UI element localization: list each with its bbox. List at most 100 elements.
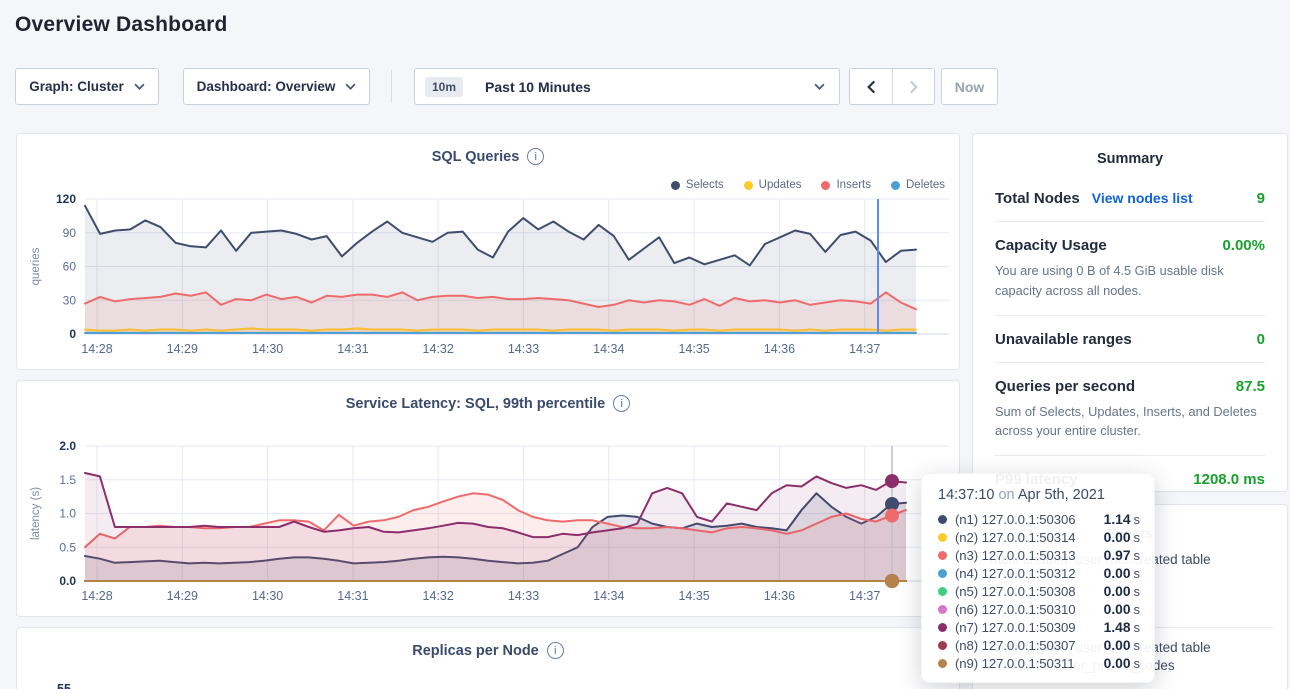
node-color-dot xyxy=(938,586,947,596)
node-latency-value: 1.14 xyxy=(1103,511,1131,527)
svg-text:14:34: 14:34 xyxy=(593,589,624,603)
node-color-dot xyxy=(938,640,947,650)
latency-unit: s xyxy=(1133,511,1141,527)
tooltip-node-row: (n6) 127.0.0.1:50310 0.00 s xyxy=(938,600,1140,618)
legend-label: Inserts xyxy=(836,179,871,191)
svg-text:14:33: 14:33 xyxy=(508,589,539,603)
summary-row: Total Nodes View nodes list 9 xyxy=(995,175,1265,221)
chevron-right-icon xyxy=(909,80,918,93)
chevron-down-icon xyxy=(134,83,145,90)
dashboard-label: Dashboard: Overview xyxy=(196,79,336,94)
chevron-down-icon xyxy=(814,83,825,90)
node-color-dot xyxy=(938,550,947,560)
graph-scope-dropdown[interactable]: Graph: Cluster xyxy=(15,68,159,105)
legend-item-inserts[interactable]: Inserts xyxy=(821,179,871,191)
summary-metric-label: Unavailable ranges xyxy=(995,330,1132,348)
info-icon[interactable]: i xyxy=(613,395,631,412)
summary-metric-value: 1208.0 ms xyxy=(1193,471,1265,489)
node-color-dot xyxy=(938,568,947,578)
svg-text:0.0: 0.0 xyxy=(59,574,76,588)
replicas-ytick-fragment: 55 xyxy=(57,682,71,689)
latency-unit: s xyxy=(1133,619,1141,635)
chevron-left-icon xyxy=(866,80,875,93)
node-latency-value: 0.00 xyxy=(1103,529,1131,545)
svg-text:120: 120 xyxy=(56,192,76,206)
chart-tooltip: 14:37:10 on Apr 5th, 2021 (n1) 127.0.0.1… xyxy=(921,473,1155,683)
legend-item-selects[interactable]: Selects xyxy=(670,179,724,191)
info-icon[interactable]: i xyxy=(527,148,545,165)
summary-row: Queries per second 87.5 Sum of Selects, Up… xyxy=(995,361,1265,456)
svg-text:14:37: 14:37 xyxy=(849,342,880,356)
legend-item-deletes[interactable]: Deletes xyxy=(891,179,945,191)
latency-unit: s xyxy=(1133,637,1141,653)
now-button[interactable]: Now xyxy=(941,68,998,105)
dashboard-dropdown[interactable]: Dashboard: Overview xyxy=(183,68,370,105)
svg-text:14:36: 14:36 xyxy=(764,589,795,603)
time-step-buttons xyxy=(849,68,935,105)
page-title: Overview Dashboard xyxy=(15,13,228,36)
legend-label: Updates xyxy=(758,179,802,191)
svg-text:14:37: 14:37 xyxy=(849,589,880,603)
summary-metric-description: Sum of Selects, Updates, Inserts, and De… xyxy=(995,403,1257,439)
svg-text:14:36: 14:36 xyxy=(764,342,795,356)
summary-metric-label: Capacity Usage xyxy=(995,237,1107,254)
legend-item-updates[interactable]: Updates xyxy=(743,179,802,191)
time-range-label: Past 10 Minutes xyxy=(485,78,591,95)
svg-text:14:28: 14:28 xyxy=(81,342,112,356)
node-color-dot xyxy=(938,514,947,524)
service-latency-chart[interactable]: 14:28 14:29 14:30 14:31 14:32 14:33 14:34 14:35… xyxy=(17,381,961,618)
svg-text:queries: queries xyxy=(30,247,42,285)
summary-metric-value: 0 xyxy=(1256,330,1265,348)
node-latency-value: 1.48 xyxy=(1103,619,1131,635)
tooltip-node-row: (n2) 127.0.0.1:50314 0.00 s xyxy=(938,528,1140,546)
sql-queries-legend: Selects Updates Inserts Deletes xyxy=(670,179,945,191)
summary-metric-description: You are using 0 B of 4.5 GiB usable disk… xyxy=(995,263,1224,298)
tooltip-node-rows: (n1) 127.0.0.1:50306 1.14 s (n2) 127.0.0.1:… xyxy=(938,510,1140,672)
svg-text:14:35: 14:35 xyxy=(678,342,709,356)
tooltip-node-row: (n7) 127.0.0.1:50309 1.48 s xyxy=(938,618,1140,636)
sql-queries-chart[interactable]: 14:28 14:29 14:30 14:31 14:32 14:33 14:34 14:35… xyxy=(17,134,961,371)
latency-unit: s xyxy=(1133,583,1141,599)
svg-text:1.0: 1.0 xyxy=(59,507,76,521)
time-range-dropdown[interactable]: 10m Past 10 Minutes xyxy=(414,68,840,105)
svg-text:14:29: 14:29 xyxy=(167,342,198,356)
svg-text:30: 30 xyxy=(63,293,77,307)
legend-dot xyxy=(821,180,831,190)
tooltip-node-row: (n9) 127.0.0.1:50311 0.00 s xyxy=(938,654,1140,672)
node-latency-value: 0.00 xyxy=(1103,637,1131,653)
replicas-per-node-title: Replicas per Node i xyxy=(17,642,959,659)
tooltip-node-row: (n1) 127.0.0.1:50306 1.14 s xyxy=(938,510,1140,528)
svg-text:14:29: 14:29 xyxy=(167,589,198,603)
time-back-button[interactable] xyxy=(850,69,892,104)
view-nodes-list-link[interactable]: View nodes list xyxy=(1091,190,1193,206)
tooltip-node-row: (n8) 127.0.0.1:50307 0.00 s xyxy=(938,636,1140,654)
node-address: (n6) 127.0.0.1:50310 xyxy=(955,601,1076,617)
legend-dot xyxy=(891,180,900,190)
latency-unit: s xyxy=(1133,601,1141,617)
legend-dot xyxy=(743,180,753,190)
time-forward-button[interactable] xyxy=(892,69,934,104)
node-color-dot xyxy=(938,532,947,542)
svg-text:0: 0 xyxy=(69,327,76,341)
latency-unit: s xyxy=(1133,565,1141,581)
svg-text:60: 60 xyxy=(63,260,77,274)
latency-unit: s xyxy=(1133,529,1141,545)
node-latency-value: 0.00 xyxy=(1103,601,1131,617)
tooltip-node-row: (n4) 127.0.0.1:50312 0.00 s xyxy=(938,564,1140,582)
node-address: (n4) 127.0.0.1:50312 xyxy=(955,565,1076,581)
legend-label: Selects xyxy=(685,179,724,191)
info-icon[interactable]: i xyxy=(546,642,564,659)
node-color-dot xyxy=(938,622,947,632)
node-address: (n3) 127.0.0.1:50313 xyxy=(955,547,1076,563)
node-latency-value: 0.00 xyxy=(1103,583,1131,599)
svg-text:14:33: 14:33 xyxy=(508,342,539,356)
summary-title: Summary xyxy=(1096,151,1164,167)
svg-text:latency (s): latency (s) xyxy=(30,487,42,540)
node-address: (n2) 127.0.0.1:50314 xyxy=(955,529,1076,545)
sql-queries-title: SQL Queries i xyxy=(17,148,959,165)
summary-metric-value: 0.00% xyxy=(1222,237,1265,254)
summary-panel: Summary Total Nodes View nodes list 9 Capac… xyxy=(972,133,1288,492)
service-latency-title: Service Latency: SQL, 99th percentile i xyxy=(17,395,959,412)
svg-text:0.5: 0.5 xyxy=(59,540,76,554)
svg-text:14:28: 14:28 xyxy=(81,589,112,603)
